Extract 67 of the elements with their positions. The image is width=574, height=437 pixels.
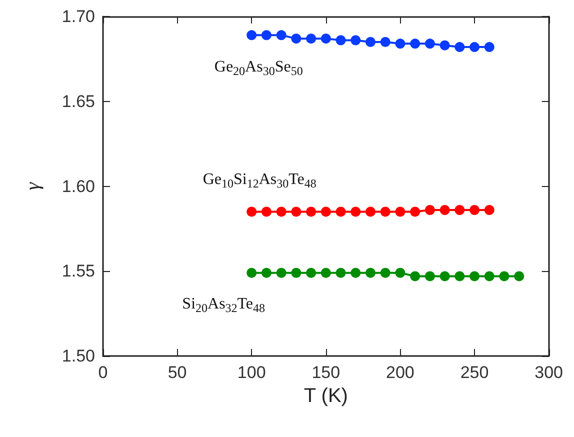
point bbox=[246, 30, 257, 40]
point bbox=[336, 35, 346, 46]
point bbox=[320, 206, 331, 217]
point bbox=[380, 206, 390, 217]
x-tick-label: 300 bbox=[534, 363, 564, 382]
point bbox=[291, 34, 302, 44]
y-tick-label: 1.55 bbox=[62, 262, 95, 281]
point bbox=[276, 206, 286, 217]
point bbox=[306, 268, 316, 278]
point bbox=[291, 268, 302, 278]
point bbox=[291, 206, 302, 217]
point bbox=[395, 206, 406, 217]
point bbox=[454, 271, 465, 282]
point bbox=[499, 271, 510, 282]
point bbox=[306, 206, 316, 217]
point bbox=[246, 206, 257, 217]
point bbox=[424, 38, 435, 49]
point bbox=[395, 38, 406, 49]
point bbox=[261, 30, 272, 40]
x-tick-label: 50 bbox=[168, 363, 187, 382]
point bbox=[454, 42, 465, 52]
x-tick-label: 250 bbox=[460, 363, 489, 382]
point bbox=[336, 206, 346, 217]
point bbox=[410, 38, 420, 49]
point bbox=[320, 34, 331, 44]
point bbox=[350, 35, 361, 46]
point bbox=[440, 40, 450, 50]
point bbox=[276, 268, 286, 278]
point bbox=[470, 42, 480, 52]
x-axis-title: T (K) bbox=[304, 385, 348, 407]
y-tick-label: 1.50 bbox=[62, 346, 95, 366]
point bbox=[424, 271, 435, 282]
point bbox=[470, 271, 480, 282]
y-tick-label: 1.65 bbox=[62, 92, 95, 111]
point bbox=[261, 268, 272, 278]
y-tick-label: 1.60 bbox=[62, 176, 95, 196]
point bbox=[424, 205, 435, 216]
point bbox=[440, 271, 450, 282]
point bbox=[440, 205, 450, 216]
point bbox=[246, 268, 257, 278]
point bbox=[366, 268, 376, 278]
point bbox=[350, 268, 361, 278]
x-tick-label: 200 bbox=[386, 363, 414, 382]
x-tick-label: 0 bbox=[98, 363, 108, 382]
y-tick-label: 1.70 bbox=[62, 7, 95, 26]
point bbox=[336, 268, 346, 278]
point bbox=[395, 268, 406, 278]
point bbox=[454, 205, 465, 216]
point bbox=[410, 206, 420, 217]
point bbox=[350, 206, 361, 217]
point bbox=[306, 34, 316, 44]
point bbox=[484, 42, 494, 52]
point bbox=[276, 30, 286, 40]
point bbox=[380, 36, 390, 47]
point bbox=[320, 268, 331, 278]
point bbox=[484, 271, 494, 282]
x-tick-label: 150 bbox=[312, 363, 340, 382]
x-tick-label: 100 bbox=[237, 363, 266, 382]
y-axis-title: γ bbox=[22, 181, 44, 190]
point bbox=[470, 205, 480, 216]
point bbox=[366, 36, 376, 47]
point bbox=[366, 206, 376, 217]
point bbox=[380, 268, 390, 278]
point bbox=[514, 271, 524, 282]
point bbox=[261, 206, 272, 217]
point bbox=[484, 205, 494, 216]
point bbox=[410, 271, 420, 282]
